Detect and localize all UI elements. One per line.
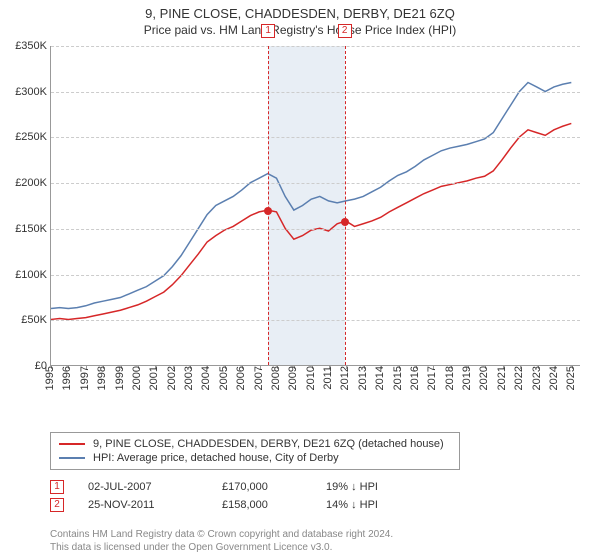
sale-delta: 19% ↓ HPI [326, 481, 426, 493]
xtick-label: 2014 [374, 366, 386, 390]
gridline [51, 275, 580, 276]
sale-price: £170,000 [222, 481, 302, 493]
xtick-label: 2010 [305, 366, 317, 390]
xtick-label: 2007 [253, 366, 265, 390]
chart-subtitle: Price paid vs. HM Land Registry's House … [0, 21, 600, 41]
xtick-label: 1996 [61, 366, 73, 390]
xtick-label: 2008 [270, 366, 282, 390]
ytick-label: £200K [15, 177, 51, 189]
xtick-label: 1999 [114, 366, 126, 390]
legend-swatch-hpi [59, 457, 85, 459]
xtick-label: 2015 [392, 366, 404, 390]
xtick-label: 2020 [478, 366, 490, 390]
legend-row: 9, PINE CLOSE, CHADDESDEN, DERBY, DE21 6… [59, 437, 451, 451]
xtick-label: 1997 [79, 366, 91, 390]
xtick-label: 2001 [148, 366, 160, 390]
xtick-label: 2018 [444, 366, 456, 390]
legend-row: HPI: Average price, detached house, City… [59, 451, 451, 465]
xtick-label: 1995 [44, 366, 56, 390]
sale-date: 25-NOV-2011 [88, 499, 198, 511]
gridline [51, 92, 580, 93]
xtick-label: 2019 [461, 366, 473, 390]
ytick-label: £100K [15, 269, 51, 281]
gridline [51, 183, 580, 184]
ytick-label: £50K [21, 314, 51, 326]
xtick-label: 2005 [218, 366, 230, 390]
xtick-label: 1998 [96, 366, 108, 390]
series-property [51, 123, 571, 319]
footer-line: This data is licensed under the Open Gov… [50, 541, 393, 554]
legend-label-property: 9, PINE CLOSE, CHADDESDEN, DERBY, DE21 6… [93, 438, 444, 450]
chart-title: 9, PINE CLOSE, CHADDESDEN, DERBY, DE21 6… [0, 0, 600, 21]
xtick-label: 2016 [409, 366, 421, 390]
gridline [51, 137, 580, 138]
xtick-label: 2017 [426, 366, 438, 390]
legend: 9, PINE CLOSE, CHADDESDEN, DERBY, DE21 6… [50, 432, 460, 470]
chart-zone: £0£50K£100K£150K£200K£250K£300K£350K12 1… [50, 46, 580, 386]
xtick-label: 2023 [531, 366, 543, 390]
gridline [51, 46, 580, 47]
footer-line: Contains HM Land Registry data © Crown c… [50, 528, 393, 541]
sale-index-badge: 1 [50, 480, 64, 494]
sale-delta: 14% ↓ HPI [326, 499, 426, 511]
ytick-label: £150K [15, 223, 51, 235]
xtick-label: 2003 [183, 366, 195, 390]
footer: Contains HM Land Registry data © Crown c… [50, 528, 393, 554]
xtick-label: 2022 [513, 366, 525, 390]
sale-callout: 1 [261, 24, 275, 38]
xtick-label: 2009 [287, 366, 299, 390]
xtick-label: 2024 [548, 366, 560, 390]
xtick-label: 2002 [166, 366, 178, 390]
sale-row: 1 02-JUL-2007 £170,000 19% ↓ HPI [50, 478, 570, 496]
sale-vline [345, 46, 346, 365]
legend-label-hpi: HPI: Average price, detached house, City… [93, 452, 339, 464]
xtick-label: 2004 [200, 366, 212, 390]
xtick-label: 2006 [235, 366, 247, 390]
sale-vline [268, 46, 269, 365]
xtick-label: 2011 [322, 366, 334, 390]
chart-container: 9, PINE CLOSE, CHADDESDEN, DERBY, DE21 6… [0, 0, 600, 560]
gridline [51, 229, 580, 230]
xtick-label: 2012 [339, 366, 351, 390]
sale-marker-dot [264, 207, 272, 215]
xtick-label: 2013 [357, 366, 369, 390]
sale-callout: 2 [338, 24, 352, 38]
sale-index-badge: 2 [50, 498, 64, 512]
sale-row: 2 25-NOV-2011 £158,000 14% ↓ HPI [50, 496, 570, 514]
sale-price: £158,000 [222, 499, 302, 511]
sales-table: 1 02-JUL-2007 £170,000 19% ↓ HPI 2 25-NO… [50, 478, 570, 514]
line-layer [51, 46, 580, 365]
gridline [51, 320, 580, 321]
sale-date: 02-JUL-2007 [88, 481, 198, 493]
ytick-label: £350K [15, 40, 51, 52]
ytick-label: £300K [15, 86, 51, 98]
sale-marker-dot [341, 218, 349, 226]
legend-swatch-property [59, 443, 85, 445]
ytick-label: £250K [15, 131, 51, 143]
plot-area: £0£50K£100K£150K£200K£250K£300K£350K12 [50, 46, 580, 366]
xtick-label: 2000 [131, 366, 143, 390]
xtick-label: 2021 [496, 366, 508, 390]
xtick-label: 2025 [565, 366, 577, 390]
